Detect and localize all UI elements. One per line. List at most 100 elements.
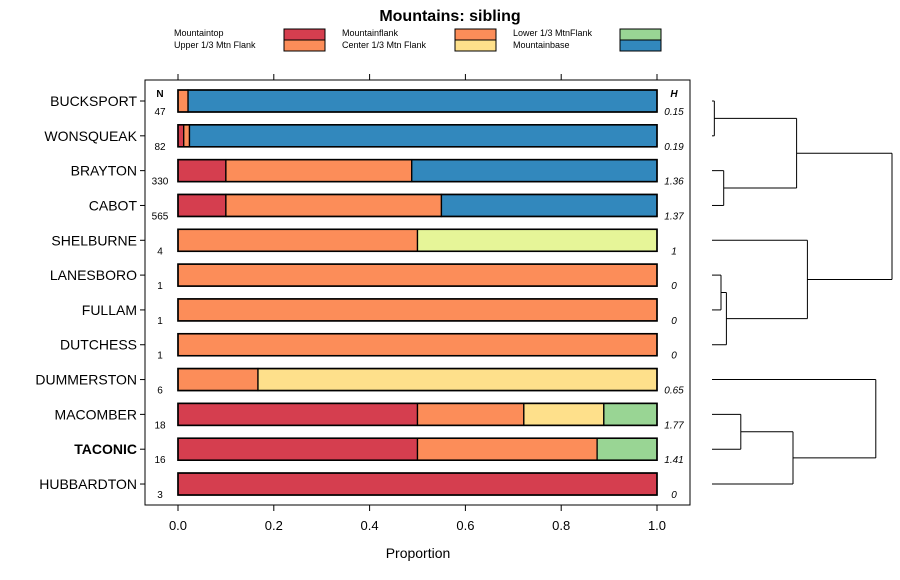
row-label: FULLAM xyxy=(82,302,137,318)
bar-segment xyxy=(416,228,658,252)
row-label: LANESBORO xyxy=(50,267,137,283)
legend-label: Center 1/3 Mtn Flank xyxy=(342,40,427,50)
bar-segment xyxy=(225,193,443,218)
row-h: 1.37 xyxy=(664,211,684,222)
bar-outline xyxy=(177,472,658,496)
row-label: WONSQUEAK xyxy=(44,128,137,144)
x-tick-label: 0.0 xyxy=(169,518,187,533)
legend: Mountaintop Upper 1/3 Mtn Flank Mountainfl… xyxy=(174,28,662,52)
bar-outline xyxy=(177,124,658,148)
row-label: BRAYTON xyxy=(71,163,137,179)
row-h: 0.15 xyxy=(664,107,684,118)
row-h: 1 xyxy=(671,246,677,257)
row-n: 16 xyxy=(154,455,166,466)
bar-segment xyxy=(177,124,185,148)
bar-outline xyxy=(177,437,658,462)
bar-segment xyxy=(177,472,658,496)
row-n: 82 xyxy=(154,142,166,153)
legend-label: Mountainbase xyxy=(513,40,570,50)
legend-label: Lower 1/3 MtnFlank xyxy=(513,28,593,38)
plot-frame xyxy=(144,79,691,506)
bar-outline xyxy=(177,332,658,357)
bar-segment xyxy=(177,89,189,113)
bar-segment xyxy=(177,402,419,427)
x-tick-label: 0.8 xyxy=(552,518,570,533)
row-label: SHELBURNE xyxy=(51,232,137,248)
bar-outline xyxy=(177,367,658,392)
bar-outline xyxy=(177,158,658,183)
bar-segment xyxy=(225,158,413,183)
legend-swatch xyxy=(283,28,326,41)
row-h: 1.36 xyxy=(664,177,684,188)
row-n: 1 xyxy=(157,281,163,292)
bar-segment xyxy=(188,124,658,148)
row-label: CABOT xyxy=(89,197,138,213)
row-n: 6 xyxy=(157,386,163,397)
row-label: BUCKSPORT xyxy=(50,93,137,109)
bar-segment xyxy=(596,437,658,461)
bar-segment xyxy=(416,437,598,461)
bar-outline xyxy=(177,263,658,287)
row-n: 330 xyxy=(152,177,169,188)
legend-label: Mountainflank xyxy=(342,28,399,38)
bar-segment xyxy=(177,437,419,461)
row-h: 0.65 xyxy=(664,386,684,397)
x-tick-label: 0.2 xyxy=(265,518,283,533)
legend-swatch xyxy=(619,28,662,41)
row-h: 1.77 xyxy=(664,420,684,431)
row-h: 0 xyxy=(671,351,677,362)
bar-outline xyxy=(177,193,658,218)
row-n: 47 xyxy=(154,107,166,118)
h-header: H xyxy=(670,89,678,100)
row-n: 4 xyxy=(157,246,163,257)
bar-segment xyxy=(523,402,605,427)
row-h: 0 xyxy=(671,316,677,327)
row-label: DUTCHESS xyxy=(60,337,137,353)
bar-outline xyxy=(177,89,658,113)
row-label: DUMMERSTON xyxy=(35,372,137,388)
bar-outline xyxy=(177,228,658,253)
dendrogram xyxy=(712,100,893,485)
x-tick-label: 1.0 xyxy=(648,518,666,533)
row-label: TACONIC xyxy=(74,441,137,457)
row-h: 0.19 xyxy=(664,142,684,153)
n-header: N xyxy=(156,89,163,100)
row-n: 565 xyxy=(152,211,169,222)
row-n: 1 xyxy=(157,316,163,327)
row-n: 1 xyxy=(157,351,163,362)
bar-segment xyxy=(177,263,658,287)
legend-swatch xyxy=(283,39,326,52)
bar-segment xyxy=(257,367,658,392)
x-axis-label: Proportion xyxy=(386,545,451,561)
x-tick-label: 0.4 xyxy=(361,518,379,533)
legend-label: Upper 1/3 Mtn Flank xyxy=(174,40,256,50)
legend-swatch xyxy=(619,39,662,52)
x-tick-label: 0.6 xyxy=(456,518,474,533)
bar-segment xyxy=(603,402,658,427)
row-h: 0 xyxy=(671,490,677,501)
bar-outline xyxy=(177,298,658,322)
bar-outline xyxy=(177,402,658,427)
bar-segment xyxy=(440,193,658,218)
bar-segment xyxy=(411,158,658,183)
row-label: MACOMBER xyxy=(55,406,137,422)
legend-label: Mountaintop xyxy=(174,28,224,38)
row-n: 3 xyxy=(157,490,163,501)
bar-segment xyxy=(177,367,259,392)
row-label: HUBBARDTON xyxy=(39,476,137,492)
bar-segment xyxy=(416,402,525,427)
bar-segment xyxy=(177,333,658,357)
row-n: 18 xyxy=(154,420,166,431)
bar-segment xyxy=(177,228,419,252)
plot-panel: 0.0 0.2 0.4 0.6 0.8 1.0 N H BUCKSPORT 47 0.15 WONSQ… xyxy=(35,74,691,533)
bar-segment xyxy=(177,298,658,322)
legend-swatch xyxy=(454,39,497,52)
chart-title: Mountains: sibling xyxy=(379,8,520,25)
row-h: 0 xyxy=(671,281,677,292)
row-h: 1.41 xyxy=(664,455,683,466)
bar-segment xyxy=(187,89,658,113)
bar-segment xyxy=(177,193,227,218)
bar-segment xyxy=(183,124,191,148)
legend-swatch xyxy=(454,28,497,41)
